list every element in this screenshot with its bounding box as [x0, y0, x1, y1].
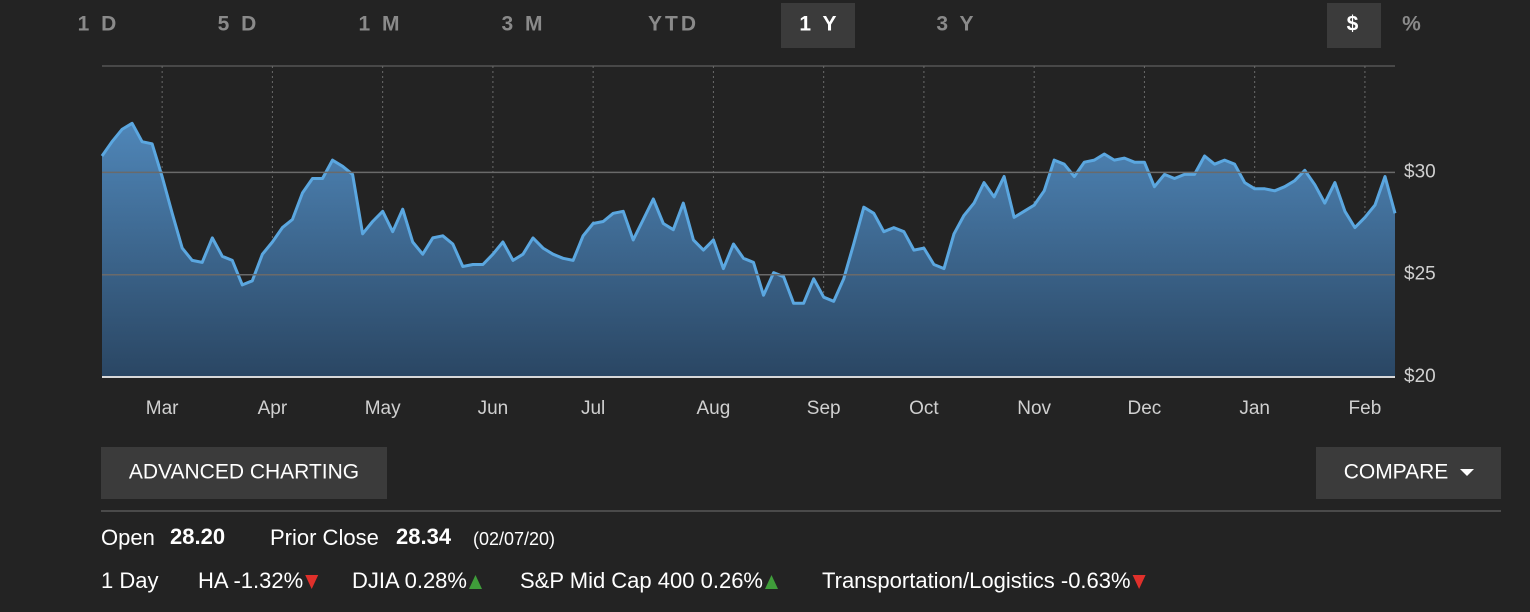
x-tick-label: Jul	[581, 398, 605, 419]
x-tick-label: Sep	[807, 398, 841, 419]
up-arrow	[468, 575, 482, 589]
x-tick-label: Dec	[1128, 398, 1162, 419]
x-tick-label: Feb	[1349, 398, 1382, 419]
range-tab[interactable]: 1 D	[78, 13, 120, 36]
day-label: 1 Day	[101, 568, 158, 593]
unit-tab[interactable]: %	[1402, 13, 1424, 36]
index-change-value: 0.26%	[701, 568, 763, 593]
range-tab[interactable]: 3 Y	[936, 13, 976, 36]
range-tab[interactable]: 1 Y	[799, 13, 839, 36]
prior-close-date: (02/07/20)	[473, 529, 555, 549]
prior-close-value: 28.34	[396, 524, 452, 549]
y-tick-label: $25	[1404, 264, 1436, 285]
x-tick-label: May	[365, 398, 401, 419]
index-change: Transportation/Logistics -0.63%	[822, 568, 1131, 593]
index-name: HA	[198, 568, 229, 593]
index-change: S&P Mid Cap 400 0.26%	[520, 568, 763, 593]
x-tick-label: Jun	[478, 398, 509, 419]
index-change: HA -1.32%	[198, 568, 303, 593]
x-tick-label: Jan	[1239, 398, 1270, 419]
index-change-value: 0.28%	[405, 568, 467, 593]
price-line	[100, 121, 1397, 305]
index-change-value: -1.32%	[233, 568, 303, 593]
range-tab-selected-bg[interactable]	[781, 3, 855, 48]
price-area	[102, 123, 1395, 377]
down-arrow	[305, 575, 319, 589]
index-name: S&P Mid Cap 400	[520, 568, 694, 593]
open-label: Open	[101, 525, 155, 550]
y-tick-label: $20	[1404, 366, 1436, 387]
down-arrow	[1132, 575, 1146, 589]
advanced-charting-button[interactable]	[101, 447, 387, 499]
prior-close-label: Prior Close	[270, 525, 379, 550]
up-arrow	[765, 575, 778, 589]
x-tick-label: Oct	[909, 398, 939, 419]
unit-tab-selected-bg[interactable]	[1327, 3, 1381, 48]
index-name: Transportation/Logistics	[822, 568, 1055, 593]
advanced-charting-label[interactable]: ADVANCED CHARTING	[129, 461, 359, 484]
x-tick-label: Nov	[1017, 398, 1051, 419]
unit-tab[interactable]: $	[1347, 13, 1362, 36]
index-change-value: -0.63%	[1061, 568, 1131, 593]
range-tab[interactable]: 5 D	[218, 13, 260, 36]
x-tick-label: Apr	[258, 398, 288, 419]
index-name: DJIA	[352, 568, 400, 593]
range-tab[interactable]: YTD	[648, 13, 699, 36]
open-value: 28.20	[170, 524, 225, 549]
dropdown-caret	[1460, 469, 1474, 476]
index-change: DJIA 0.28%	[352, 568, 467, 593]
compare-button[interactable]	[1316, 447, 1501, 499]
x-tick-label: Aug	[697, 398, 731, 419]
range-tab[interactable]: 3 M	[501, 13, 545, 36]
compare-label[interactable]: COMPARE	[1344, 461, 1449, 484]
x-tick-label: Mar	[146, 398, 179, 419]
range-tab[interactable]: 1 M	[358, 13, 402, 36]
y-tick-label: $30	[1404, 161, 1436, 182]
